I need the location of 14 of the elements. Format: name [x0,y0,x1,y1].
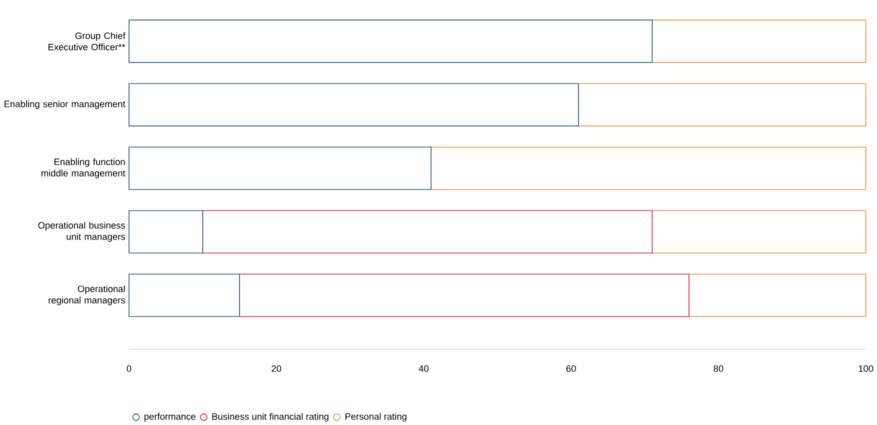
x-tick-label: 40 [418,365,429,372]
y-tick-label: Enabling senior management [4,100,126,109]
x-tick-label: 20 [272,365,282,372]
legend-label: performance [144,412,196,422]
legend-label: Business unit financial rating [212,412,328,422]
y-tick-label: Operational regional managers [48,285,126,306]
legend-label: Personal rating [345,412,406,422]
x-tick-label: 60 [566,365,576,372]
x-tick-label: 80 [714,365,724,372]
y-tick-label: Enabling function middle management [42,158,126,178]
x-tick-label: 100 [858,365,874,372]
y-tick-label: Operational business unit managers [38,222,126,242]
y-tick-label: Group Chief Executive Officer** [48,32,126,50]
x-tick-label: 0 [126,365,132,372]
